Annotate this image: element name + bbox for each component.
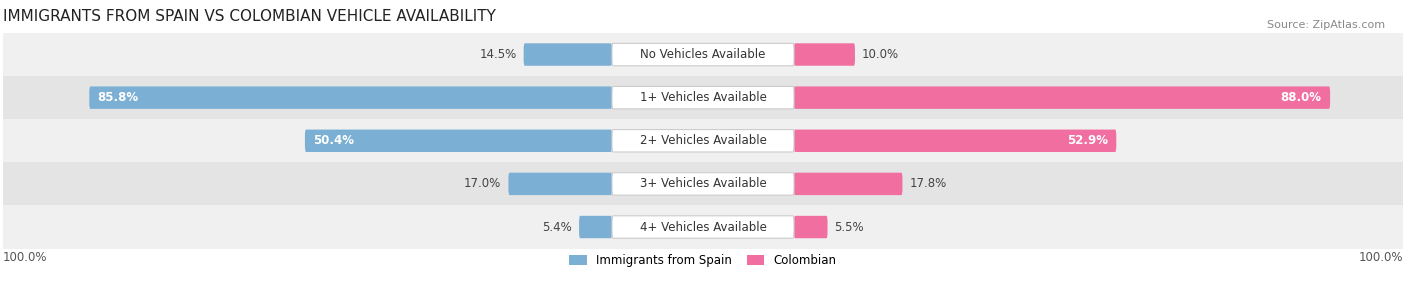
FancyBboxPatch shape bbox=[612, 216, 794, 238]
Text: 88.0%: 88.0% bbox=[1281, 91, 1322, 104]
FancyBboxPatch shape bbox=[90, 86, 612, 109]
FancyBboxPatch shape bbox=[612, 173, 794, 195]
Text: Source: ZipAtlas.com: Source: ZipAtlas.com bbox=[1267, 20, 1385, 30]
Bar bbox=[3, 162, 1403, 205]
FancyBboxPatch shape bbox=[579, 216, 612, 238]
FancyBboxPatch shape bbox=[794, 43, 855, 66]
Bar bbox=[3, 205, 1403, 249]
Text: 50.4%: 50.4% bbox=[314, 134, 354, 147]
Text: 5.5%: 5.5% bbox=[835, 221, 865, 234]
Bar bbox=[3, 33, 1403, 76]
Text: 52.9%: 52.9% bbox=[1067, 134, 1108, 147]
FancyBboxPatch shape bbox=[612, 86, 794, 109]
Text: 10.0%: 10.0% bbox=[862, 48, 898, 61]
FancyBboxPatch shape bbox=[612, 43, 794, 66]
FancyBboxPatch shape bbox=[794, 173, 903, 195]
FancyBboxPatch shape bbox=[612, 130, 794, 152]
Text: 4+ Vehicles Available: 4+ Vehicles Available bbox=[640, 221, 766, 234]
FancyBboxPatch shape bbox=[794, 130, 1116, 152]
FancyBboxPatch shape bbox=[305, 130, 612, 152]
Text: 1+ Vehicles Available: 1+ Vehicles Available bbox=[640, 91, 766, 104]
Text: 5.4%: 5.4% bbox=[543, 221, 572, 234]
FancyBboxPatch shape bbox=[794, 86, 1330, 109]
FancyBboxPatch shape bbox=[509, 173, 612, 195]
FancyBboxPatch shape bbox=[794, 216, 828, 238]
Text: 3+ Vehicles Available: 3+ Vehicles Available bbox=[640, 177, 766, 190]
Text: 17.8%: 17.8% bbox=[910, 177, 946, 190]
Legend: Immigrants from Spain, Colombian: Immigrants from Spain, Colombian bbox=[565, 249, 841, 272]
Text: No Vehicles Available: No Vehicles Available bbox=[640, 48, 766, 61]
FancyBboxPatch shape bbox=[523, 43, 612, 66]
Text: 85.8%: 85.8% bbox=[97, 91, 139, 104]
Bar bbox=[3, 76, 1403, 119]
Text: 17.0%: 17.0% bbox=[464, 177, 502, 190]
Text: 100.0%: 100.0% bbox=[1358, 251, 1403, 264]
Bar bbox=[3, 119, 1403, 162]
Text: 2+ Vehicles Available: 2+ Vehicles Available bbox=[640, 134, 766, 147]
Text: 14.5%: 14.5% bbox=[479, 48, 516, 61]
Text: IMMIGRANTS FROM SPAIN VS COLOMBIAN VEHICLE AVAILABILITY: IMMIGRANTS FROM SPAIN VS COLOMBIAN VEHIC… bbox=[3, 9, 496, 24]
Text: 100.0%: 100.0% bbox=[3, 251, 48, 264]
